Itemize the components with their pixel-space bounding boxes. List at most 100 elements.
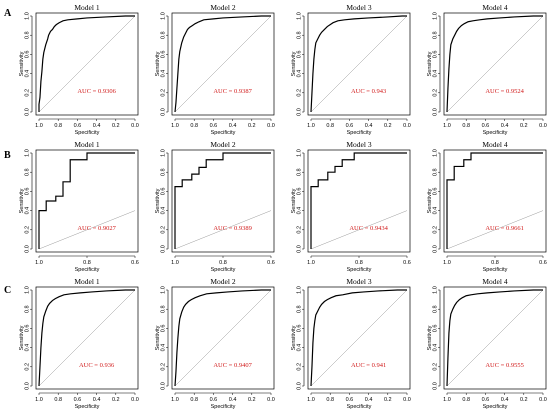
y-tick-label: 1.0 [25, 286, 31, 294]
x-tick-label: 1.0 [307, 123, 315, 129]
x-tick-label: 0.6 [74, 397, 82, 403]
roc-curve [174, 152, 271, 249]
x-tick-label: 0.0 [267, 123, 275, 129]
roc-curve [446, 152, 543, 249]
y-tick-label: 0.2 [433, 226, 439, 234]
panel-title: Model 2 [210, 140, 235, 149]
auc-label: AUC = 0.9524 [485, 88, 524, 95]
x-tick-label: 0.2 [112, 397, 120, 403]
y-tick-label: 0.6 [297, 51, 303, 59]
y-tick-label: 0.8 [297, 305, 303, 313]
reference-diagonal [310, 15, 408, 113]
plot-frame [443, 286, 547, 390]
roc-panel: Model 4 0.0 0.2 0.4 0.6 0.8 1.0 Sensitivity 1.0 0… [427, 140, 547, 273]
y-tick-label: 0.0 [433, 382, 439, 390]
roc-curve [310, 15, 407, 113]
reference-diagonal [310, 289, 408, 387]
y-tick-label: 0.2 [25, 226, 31, 234]
x-tick-label: 0.0 [403, 397, 411, 403]
x-tick-label: 0.6 [210, 123, 218, 129]
panel-title: Model 3 [346, 140, 371, 149]
reference-diagonal [174, 15, 272, 113]
x-tick-label: 0.4 [501, 123, 509, 129]
roc-curve [38, 152, 135, 249]
y-tick-label: 0.6 [433, 188, 439, 196]
x-axis-title: Specificity [211, 130, 236, 136]
reference-diagonal [174, 289, 272, 387]
x-tick-label: 1.0 [35, 397, 43, 403]
plot-frame [307, 286, 411, 390]
y-tick-label: 0.6 [161, 188, 167, 196]
y-tick-label: 0.8 [433, 168, 439, 176]
row-label: C [4, 285, 11, 296]
y-tick-label: 0.4 [433, 207, 439, 215]
y-axis-title: Sensitivity [291, 51, 297, 76]
y-axis-title: Sensitivity [427, 325, 433, 350]
y-tick-label: 0.2 [297, 89, 303, 97]
x-tick-label: 0.8 [355, 260, 363, 266]
x-tick-label: 0.4 [365, 397, 373, 403]
plot-frame [443, 149, 547, 253]
y-tick-label: 0.6 [297, 325, 303, 333]
x-tick-label: 0.4 [93, 123, 101, 129]
reference-diagonal [310, 210, 408, 250]
reference-diagonal [446, 210, 544, 250]
roc-panel: Model 3 0.0 0.2 0.4 0.6 0.8 1.0 Sensitivity 1.0 0… [291, 3, 411, 136]
y-tick-label: 0.4 [297, 207, 303, 215]
y-tick-label: 0.2 [25, 363, 31, 371]
y-tick-label: 1.0 [161, 149, 167, 157]
y-tick-label: 1.0 [433, 286, 439, 294]
y-tick-label: 0.4 [161, 344, 167, 352]
roc-panel: Model 3 0.0 0.2 0.4 0.6 0.8 1.0 Sensitivity 1.0 0… [291, 140, 411, 273]
x-tick-label: 1.0 [307, 397, 315, 403]
y-tick-label: 1.0 [161, 12, 167, 20]
y-tick-label: 0.4 [25, 70, 31, 78]
y-tick-label: 0.0 [161, 108, 167, 116]
auc-label: AUC = 0.9387 [213, 88, 252, 95]
y-tick-label: 0.8 [161, 305, 167, 313]
x-tick-label: 0.8 [491, 260, 499, 266]
y-axis-title: Sensitivity [19, 188, 25, 213]
y-tick-label: 0.2 [297, 226, 303, 234]
x-axis-title: Specificity [75, 404, 100, 410]
y-axis-title: Sensitivity [19, 51, 25, 76]
y-tick-label: 1.0 [433, 12, 439, 20]
x-tick-label: 1.0 [443, 260, 451, 266]
reference-diagonal [38, 15, 136, 113]
roc-curve [38, 15, 135, 112]
x-tick-label: 0.6 [346, 123, 354, 129]
y-tick-label: 0.0 [161, 245, 167, 253]
y-tick-label: 0.2 [161, 226, 167, 234]
auc-label: AUC = 0.9407 [213, 362, 252, 369]
x-tick-label: 0.2 [112, 123, 120, 129]
y-tick-label: 0.8 [25, 305, 31, 313]
auc-label: AUC = 0.9027 [77, 225, 116, 232]
x-tick-label: 0.0 [539, 123, 547, 129]
auc-label: AUC = 0.943 [351, 88, 386, 95]
x-tick-label: 1.0 [307, 260, 315, 266]
x-tick-label: 0.2 [384, 123, 392, 129]
x-tick-label: 1.0 [35, 123, 43, 129]
y-axis-title: Sensitivity [427, 188, 433, 213]
y-tick-label: 0.8 [161, 31, 167, 39]
y-axis-title: Sensitivity [155, 325, 161, 350]
y-tick-label: 0.6 [25, 325, 31, 333]
roc-panel: Model 2 0.0 0.2 0.4 0.6 0.8 1.0 Sensitivity 1.0 0… [155, 3, 275, 136]
y-axis-title: Sensitivity [291, 325, 297, 350]
y-tick-label: 0.4 [433, 70, 439, 78]
roc-panel: Model 1 0.0 0.2 0.4 0.6 0.8 1.0 Sensitivity 1.0 0… [19, 277, 139, 410]
y-tick-label: 0.4 [433, 344, 439, 352]
y-tick-label: 1.0 [433, 149, 439, 157]
y-tick-label: 0.0 [433, 108, 439, 116]
x-tick-label: 0.6 [403, 260, 411, 266]
panel-title: Model 3 [346, 3, 371, 12]
x-tick-label: 0.8 [83, 260, 91, 266]
x-tick-label: 0.6 [482, 123, 490, 129]
y-tick-label: 0.0 [25, 382, 31, 390]
y-tick-label: 0.8 [433, 31, 439, 39]
panel-title: Model 2 [210, 3, 235, 12]
auc-label: AUC = 0.936 [79, 362, 115, 369]
y-tick-label: 0.6 [161, 51, 167, 59]
x-axis-title: Specificity [483, 130, 508, 136]
